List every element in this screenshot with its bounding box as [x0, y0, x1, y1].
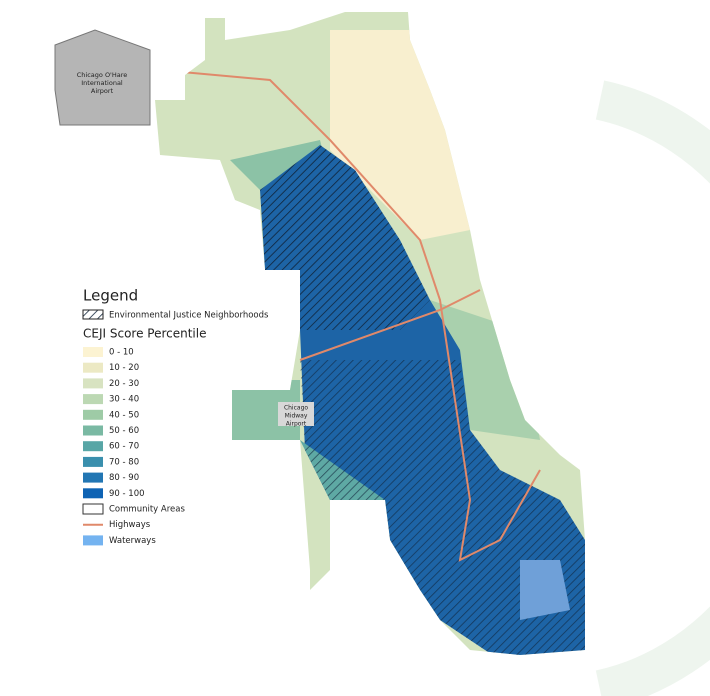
class-swatch	[83, 488, 103, 499]
background-arc	[595, 80, 710, 696]
legend-label: 30 - 40	[109, 395, 139, 405]
ohare-airport	[54, 29, 151, 126]
legend-label: 40 - 50	[109, 410, 139, 420]
legend-label: 20 - 30	[109, 379, 139, 389]
airport-label: Midway	[285, 413, 308, 420]
legend-label: Waterways	[109, 536, 156, 546]
legend-label: Highways	[109, 520, 151, 530]
legend-label: Community Areas	[109, 505, 185, 515]
class-swatch	[83, 394, 103, 405]
airport-label: International	[81, 79, 123, 87]
legend-subtitle: CEJI Score Percentile	[83, 327, 206, 341]
class-swatch	[83, 456, 103, 467]
class-swatch	[83, 472, 103, 483]
airport-label: Chicago	[284, 405, 308, 412]
north-pale	[330, 30, 470, 240]
midway-airport	[278, 402, 314, 426]
class-swatch	[83, 362, 103, 373]
southwest-zone	[230, 380, 300, 445]
legend-label: 90 - 100	[109, 489, 145, 499]
legend-label: 50 - 60	[109, 426, 139, 436]
hatch-swatch	[82, 309, 104, 320]
city-map	[155, 12, 585, 655]
legend-label: 10 - 20	[109, 363, 139, 373]
highway	[159, 69, 541, 562]
legend-title: Legend	[83, 287, 138, 305]
legend-label: Environmental Justice Neighborhoods	[109, 311, 269, 321]
class-swatch	[83, 378, 103, 389]
legend-label: 0 - 10	[109, 348, 134, 358]
airport-label: Airport	[91, 87, 114, 95]
class-swatch	[83, 347, 103, 357]
highway	[299, 289, 481, 361]
class-swatch	[83, 409, 103, 420]
airport-label: Airport	[286, 421, 307, 428]
legend-label: 60 - 70	[109, 442, 139, 452]
airport-label: Chicago O'Hare	[77, 71, 128, 79]
legend-label: 80 - 90	[109, 473, 139, 483]
ej-hatch	[300, 360, 585, 655]
lake-calumet	[520, 560, 570, 620]
legend-label: 70 - 80	[109, 457, 139, 467]
fill-swatch	[83, 535, 103, 546]
outline-swatch	[82, 503, 104, 515]
class-swatch	[83, 441, 103, 452]
ej-hatch	[260, 145, 430, 330]
class-swatch	[83, 425, 103, 436]
